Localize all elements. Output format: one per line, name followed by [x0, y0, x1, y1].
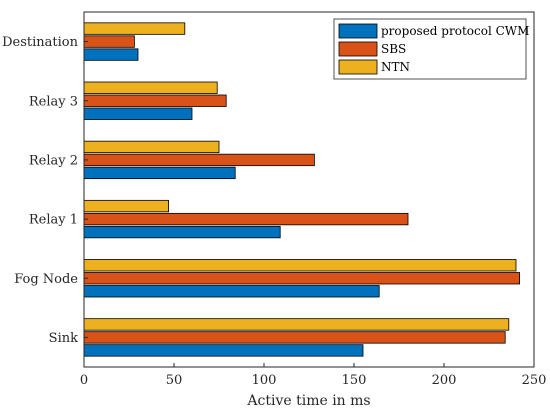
y-tick-label-relay-3: Relay 3: [29, 94, 78, 109]
y-tick-label-sink: Sink: [49, 331, 78, 346]
legend-swatch-proposed-protocol-cwm: [338, 23, 378, 39]
legend-label-sbs: SBS: [381, 42, 406, 56]
axes-group: Sink Fog Node Relay 1 Relay 2 Relay 3 Destina…: [2, 35, 546, 388]
bar-relay-1-sbs: [83, 212, 409, 226]
bar-fog-node-sbs: [83, 272, 521, 285]
bar-relay-1-ntn: [83, 199, 169, 213]
bar-sink-ntn: [83, 318, 510, 331]
y-tick-label-relay-1: Relay 1: [29, 213, 78, 228]
legend-label-ntn: NTN: [381, 60, 410, 74]
x-tick-label-0: 0: [80, 373, 88, 388]
y-tick-label-relay-2: Relay 2: [29, 153, 78, 168]
x-tick-label-100: 100: [252, 373, 277, 388]
bar-relay-1-proposed-protocol-cwm: [83, 225, 281, 239]
bar-relay-2-proposed-protocol-cwm: [83, 166, 236, 180]
bar-relay-2-ntn: [83, 140, 220, 154]
x-tick-label-250: 250: [522, 373, 547, 388]
bar-relay-3-sbs: [83, 94, 227, 107]
legend-label-proposed-protocol-cwm: proposed protocol CWM: [381, 24, 529, 38]
bar-fog-node-proposed-protocol-cwm: [83, 285, 380, 298]
x-axis-label: Active time in ms: [246, 393, 370, 409]
legend: proposed protocol CWM SBS NTN: [333, 18, 529, 80]
bars-group: [83, 22, 521, 357]
bar-sink-proposed-protocol-cwm: [83, 344, 364, 357]
bar-relay-3-proposed-protocol-cwm: [83, 107, 193, 120]
y-tick-label-destination: Destination: [2, 35, 79, 50]
bar-relay-3-ntn: [83, 81, 218, 94]
bar-destination-ntn: [83, 22, 186, 35]
legend-swatch-ntn: [338, 59, 378, 75]
bar-sink-sbs: [83, 331, 506, 344]
x-tick-label-50: 50: [166, 373, 183, 388]
bar-relay-2-sbs: [83, 153, 315, 167]
plot-frame: [83, 11, 535, 368]
legend-swatch-sbs: [338, 41, 378, 57]
x-tick-label-200: 200: [432, 373, 457, 388]
x-tick-label-150: 150: [342, 373, 367, 388]
bar-destination-sbs: [83, 35, 135, 48]
bar-fog-node-ntn: [83, 259, 517, 272]
y-tick-label-fog-node: Fog Node: [14, 272, 78, 287]
bar-destination-proposed-protocol-cwm: [83, 48, 139, 61]
